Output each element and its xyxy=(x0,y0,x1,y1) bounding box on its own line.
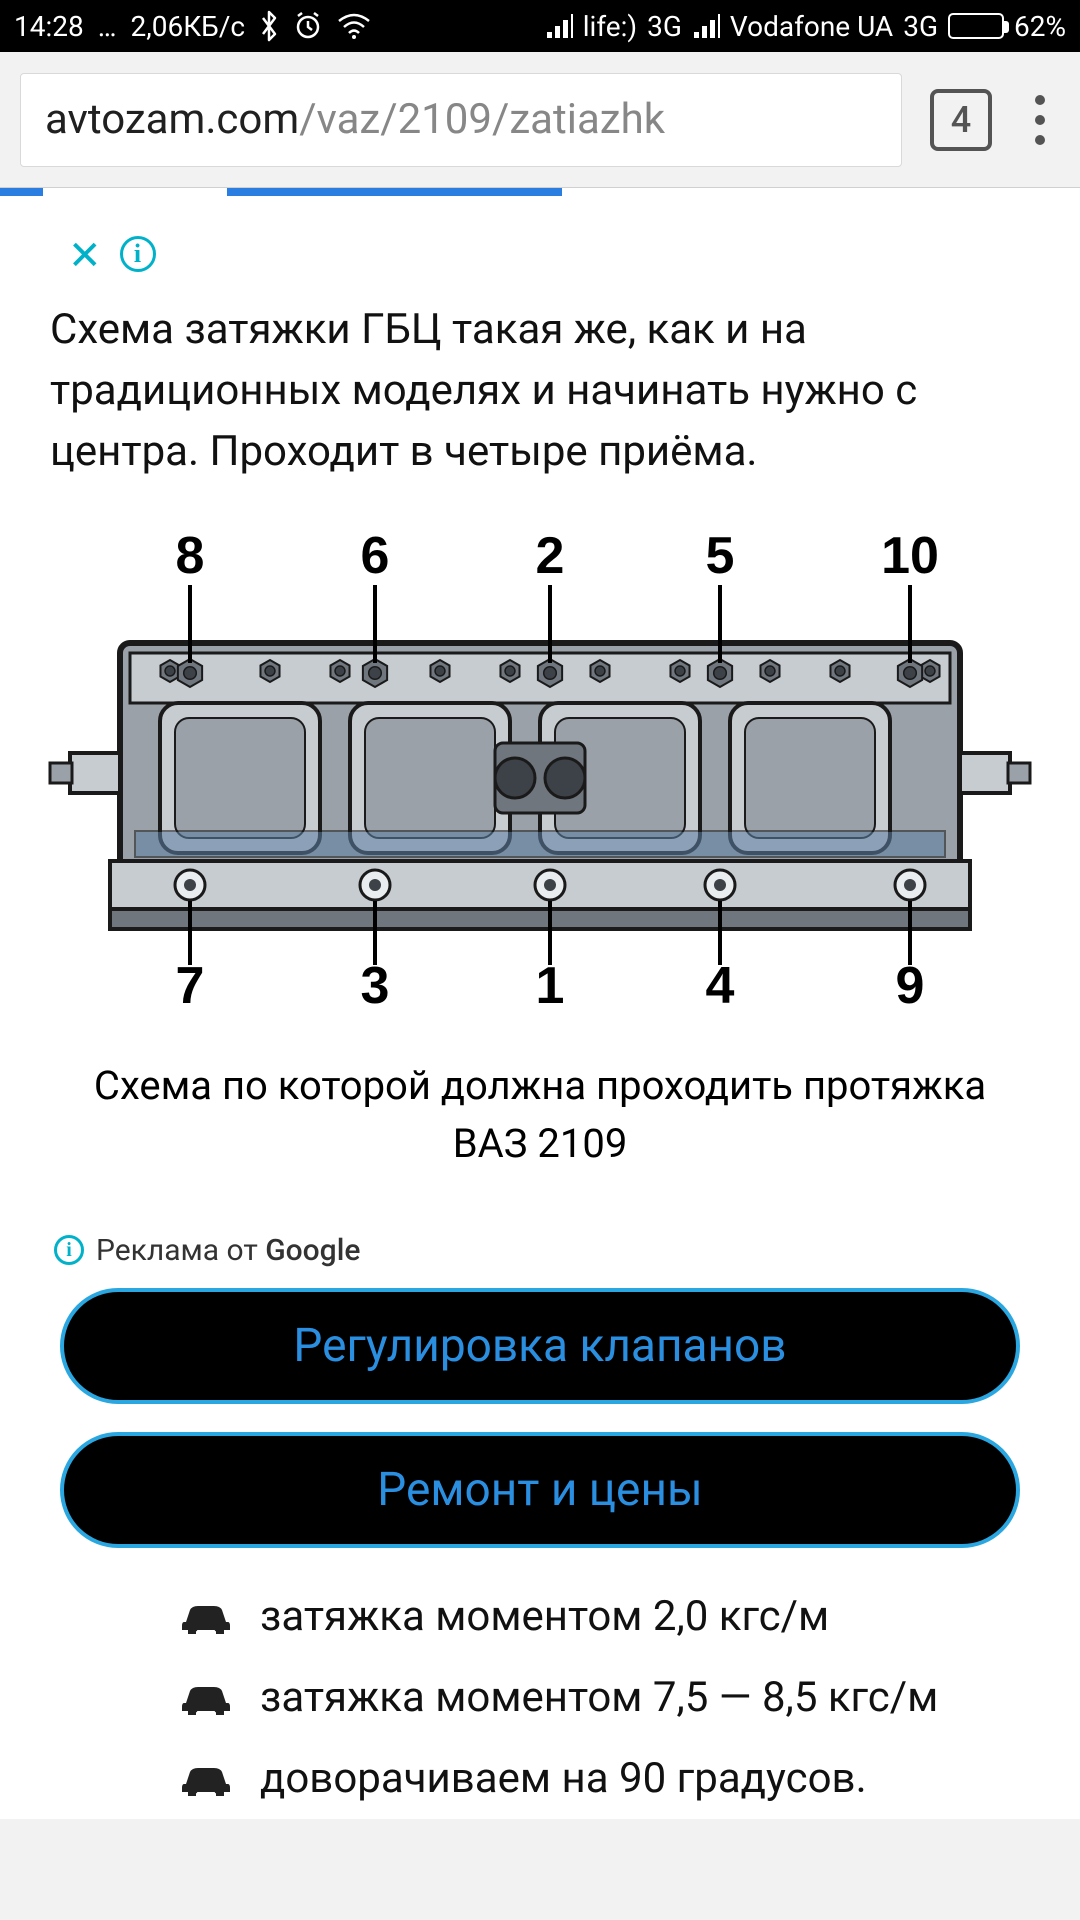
page-progress xyxy=(0,188,1080,196)
url-path: /vaz/2109/zatiazhk xyxy=(299,95,665,144)
google-ads-label: i Реклама от Google xyxy=(54,1233,1030,1268)
ad-info-small-icon[interactable]: i xyxy=(54,1235,84,1265)
svg-text:10: 10 xyxy=(881,527,939,585)
carrier-2: Vodafone UA xyxy=(730,10,893,43)
ad-link-1[interactable]: Регулировка клапанов xyxy=(60,1288,1020,1404)
battery-pct: 62% xyxy=(1014,10,1066,43)
url-host: avtozam.com xyxy=(45,95,299,144)
ads-brand: Google xyxy=(265,1233,360,1268)
step-text: доворачиваем на 90 градусов. xyxy=(260,1754,867,1803)
ad-info-icon[interactable]: i xyxy=(120,236,156,272)
notif-dots: … xyxy=(98,10,117,43)
step-item: затяжка моментом 7,5 — 8,5 кгс/м xyxy=(50,1657,1030,1738)
signal-1-icon xyxy=(545,14,573,38)
torque-sequence-diagram: 8 6 2 5 10 7 3 1 4 9 xyxy=(40,513,1040,1037)
alarm-icon xyxy=(293,11,323,41)
svg-text:4: 4 xyxy=(706,957,735,1015)
net-type-1: 3G xyxy=(647,10,682,43)
car-icon xyxy=(180,1760,232,1796)
battery-icon xyxy=(948,13,1004,39)
ad-link-2[interactable]: Ремонт и цены xyxy=(60,1432,1020,1548)
step-text: затяжка моментом 2,0 кгс/м xyxy=(260,1592,829,1641)
net-speed: 2,06КБ/с xyxy=(130,10,245,43)
tabs-count: 4 xyxy=(951,99,971,141)
clock: 14:28 xyxy=(14,10,84,43)
svg-text:2: 2 xyxy=(536,527,565,585)
car-icon xyxy=(180,1598,232,1634)
close-ad-icon[interactable]: ✕ xyxy=(68,236,102,276)
signal-2-icon xyxy=(692,14,720,38)
svg-text:5: 5 xyxy=(706,527,735,585)
svg-text:7: 7 xyxy=(176,957,205,1015)
wifi-icon xyxy=(337,13,371,39)
svg-text:1: 1 xyxy=(536,957,565,1015)
net-type-2: 3G xyxy=(903,10,938,43)
ads-prefix: Реклама от xyxy=(96,1233,265,1268)
intro-paragraph: Схема затяжки ГБЦ такая же, как и на тра… xyxy=(50,300,1030,483)
overflow-menu-icon[interactable] xyxy=(1020,95,1060,145)
step-item: доворачиваем на 90 градусов. xyxy=(50,1738,1030,1819)
tabs-button[interactable]: 4 xyxy=(930,89,992,151)
diagram-caption: Схема по которой должна проходить протяж… xyxy=(90,1057,990,1173)
svg-text:3: 3 xyxy=(361,957,390,1015)
step-item: затяжка моментом 2,0 кгс/м xyxy=(50,1576,1030,1657)
status-bar: 14:28 … 2,06КБ/с life:) 3G Vodafone UA 3… xyxy=(0,0,1080,52)
ad-controls: ✕ i xyxy=(68,236,1030,276)
bluetooth-icon xyxy=(259,10,279,42)
url-bar[interactable]: avtozam.com/vaz/2109/zatiazhk xyxy=(20,73,902,167)
page-content: ✕ i Схема затяжки ГБЦ такая же, как и на… xyxy=(0,196,1080,1819)
carrier-1: life:) xyxy=(583,10,637,43)
torque-steps-list: затяжка моментом 2,0 кгс/м затяжка момен… xyxy=(50,1576,1030,1819)
step-text: затяжка моментом 7,5 — 8,5 кгс/м xyxy=(260,1673,938,1722)
svg-text:9: 9 xyxy=(896,957,925,1015)
svg-text:6: 6 xyxy=(361,527,390,585)
svg-text:8: 8 xyxy=(176,527,205,585)
car-icon xyxy=(180,1679,232,1715)
browser-toolbar: avtozam.com/vaz/2109/zatiazhk 4 xyxy=(0,52,1080,188)
